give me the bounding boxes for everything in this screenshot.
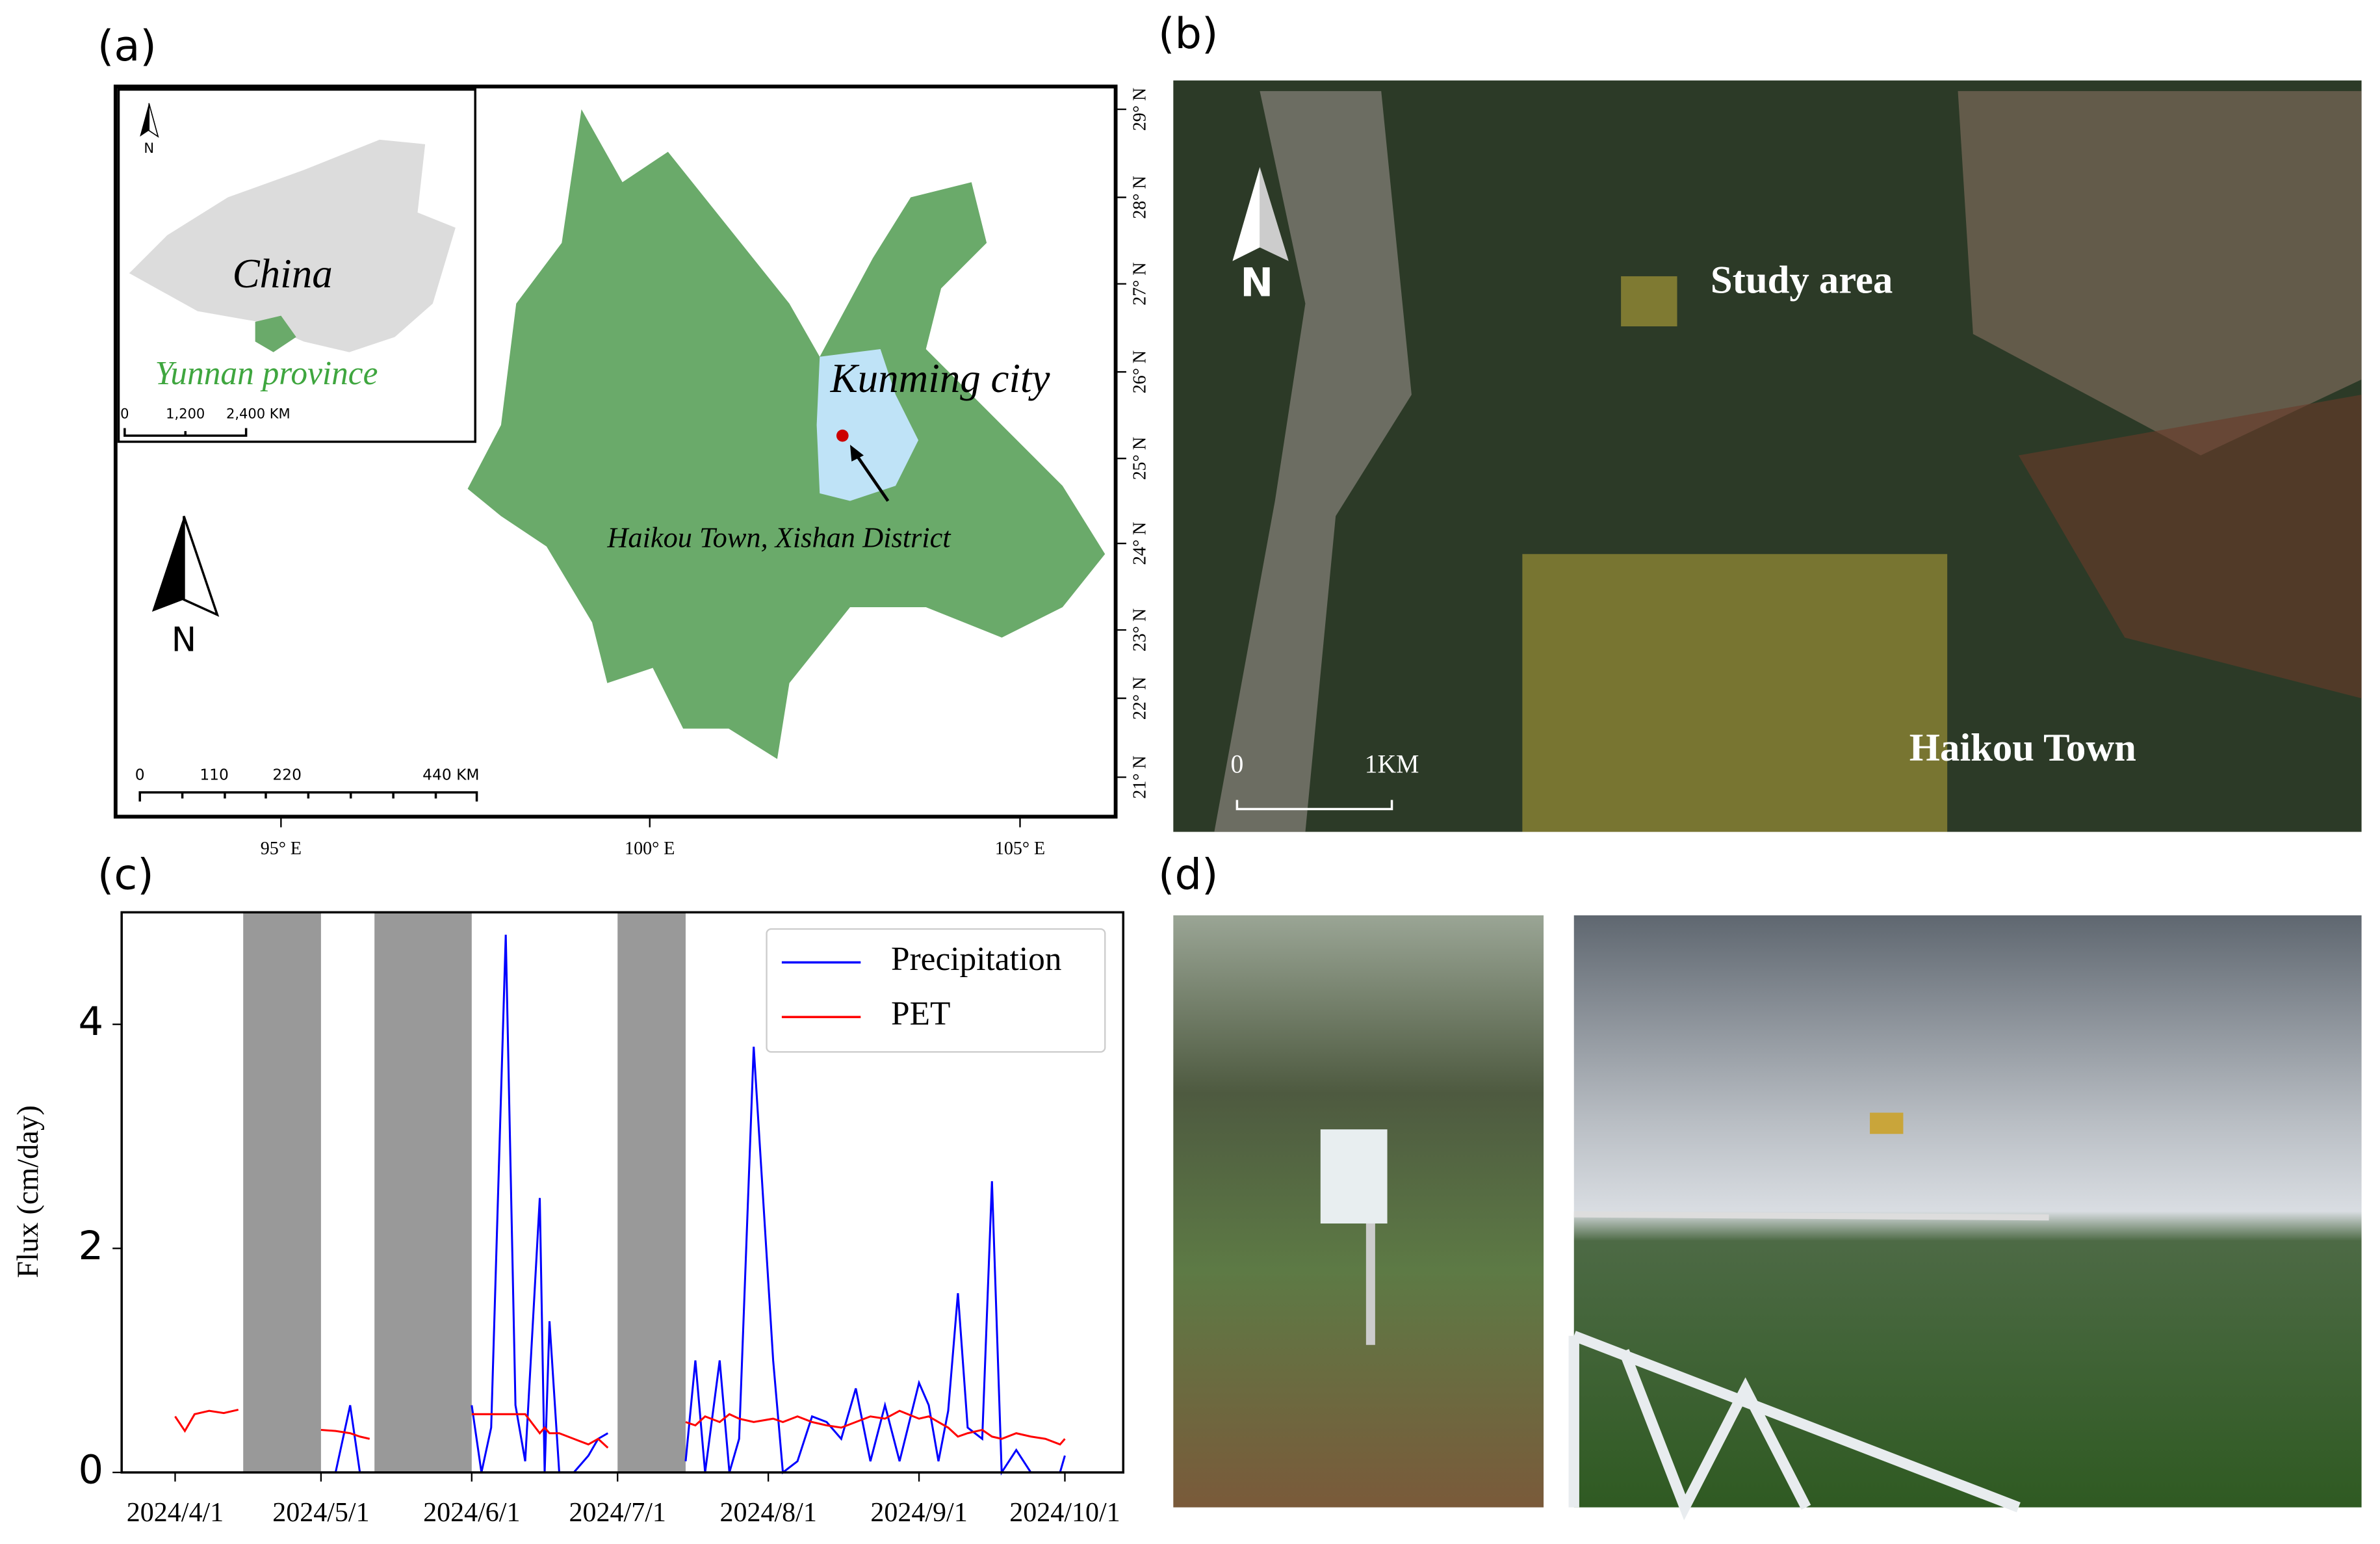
scale-label: 0: [120, 405, 129, 421]
north-label: N: [144, 140, 154, 156]
country-label: China: [233, 251, 333, 296]
legend-box: [766, 928, 1106, 1053]
arrow-head: [849, 445, 864, 462]
scale-label: 1KM: [1365, 750, 1419, 778]
lat-label: 25° N: [1130, 437, 1150, 480]
scale-label: 220: [272, 766, 302, 784]
instrument-box: [1320, 1129, 1388, 1223]
scale-bar: [138, 791, 478, 802]
railing: [1568, 1331, 2021, 1521]
series-line: [174, 1408, 1066, 1449]
x-tick-label: 2024/6/1: [423, 1498, 520, 1528]
fields: [2018, 395, 2362, 699]
lon-label: 100° E: [625, 839, 675, 859]
shaded-period: [374, 912, 472, 1472]
lat-label: 26° N: [1130, 350, 1150, 393]
map-a: Kunming city Haikou Town, Xishan Distric…: [113, 85, 1118, 819]
scale-label: 0: [135, 766, 145, 784]
plot-frame: [120, 911, 1125, 1474]
lon-label: 105° E: [995, 839, 1045, 859]
scale-label: 110: [200, 766, 229, 784]
scale-bar: [1235, 800, 1393, 811]
x-tick-label: 2024/5/1: [272, 1498, 369, 1528]
yunnan: [467, 109, 1106, 759]
shaded-period: [243, 912, 321, 1472]
city-label: Kunming city: [830, 356, 1050, 401]
highlight: [1522, 554, 1948, 832]
scale-bar: [123, 428, 248, 437]
scale-label: 440 KM: [422, 766, 479, 784]
panel-label: (a): [97, 21, 157, 71]
lon-label: 95° E: [261, 839, 302, 859]
scale-label: 0: [1230, 750, 1243, 778]
legend-label: Precipitation: [891, 941, 1061, 978]
yunnan-inset: [255, 315, 296, 352]
north-label: N: [1240, 261, 1273, 306]
photo-landscape: [1573, 915, 2362, 1508]
north-label: N: [172, 621, 196, 660]
y-axis-label: Flux (cm/day): [11, 1105, 45, 1278]
x-tick-label: 2024/10/1: [1009, 1498, 1120, 1528]
y-tick-label: 2: [79, 1223, 104, 1269]
lat-label: 29° N: [1130, 88, 1150, 131]
study-area-box: [1621, 276, 1677, 327]
scale-label: 1,200: [166, 405, 205, 421]
arrow: [853, 451, 890, 502]
panel-label: (b): [1158, 9, 1219, 59]
panel-label: (d): [1158, 850, 1219, 900]
x-tick-label: 2024/8/1: [719, 1498, 816, 1528]
site-label: Haikou Town, Xishan District: [606, 521, 951, 553]
x-tick-label: 2024/9/1: [870, 1498, 967, 1528]
satellite-image: N Study area Haikou Town 0 1KM: [1173, 80, 2362, 832]
y-tick-label: 4: [79, 999, 104, 1045]
lat-label: 28° N: [1130, 176, 1150, 218]
study-area-label: Study area: [1711, 259, 1893, 302]
panel-label: (c): [97, 850, 154, 900]
photos: [1173, 915, 2362, 1521]
village: [1214, 91, 1412, 832]
china: [129, 139, 456, 352]
lat-label: 23° N: [1130, 608, 1150, 651]
town-label: Haikou Town: [1909, 726, 2136, 770]
site-marker: [836, 429, 849, 442]
x-tick-label: 2024/4/1: [127, 1498, 224, 1528]
lat-label: 27° N: [1130, 262, 1150, 305]
lat-label: 24° N: [1130, 522, 1150, 565]
y-tick-label: 0: [79, 1448, 104, 1493]
fields: [1958, 91, 2362, 456]
province-label: Yunnan province: [155, 355, 378, 392]
lat-label: 22° N: [1130, 677, 1150, 720]
shaded-period: [617, 912, 686, 1472]
kunming: [816, 349, 919, 501]
lat-label: 21° N: [1130, 755, 1150, 798]
chart: Flux (cm/day) 0 2 4 2024/4/1 2024/5/1 2024/6/…: [11, 911, 1125, 1528]
legend-label: PET: [891, 995, 950, 1032]
scale-label: 2,400 KM: [226, 405, 291, 421]
x-tick-label: 2024/7/1: [569, 1498, 666, 1528]
